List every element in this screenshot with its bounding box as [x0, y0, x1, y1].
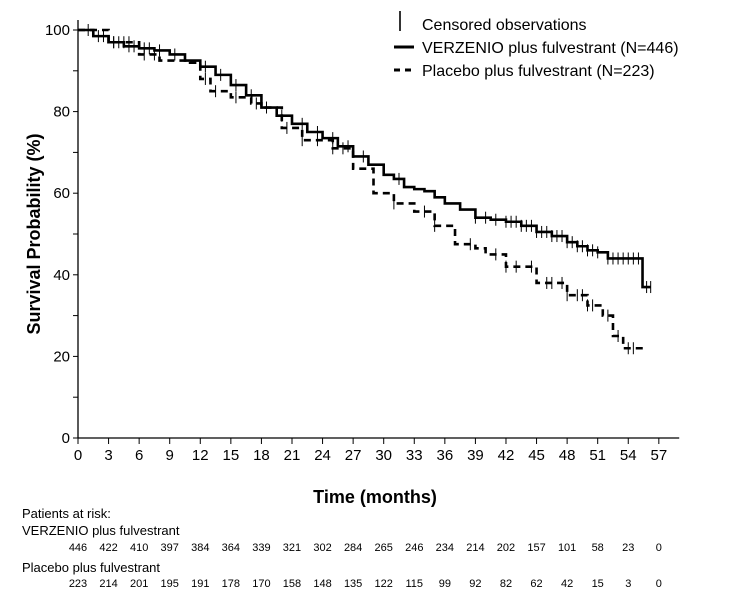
- at-risk-value: 223: [69, 578, 87, 590]
- at-risk-value: 82: [500, 578, 512, 590]
- at-risk-value: 158: [283, 578, 301, 590]
- legend-placebo-label: Placebo plus fulvestrant (N=223): [422, 63, 655, 80]
- at-risk-value: 99: [439, 578, 451, 590]
- at-risk-value: 364: [222, 542, 240, 554]
- at-risk-value: 214: [466, 542, 484, 554]
- at-risk-value: 265: [375, 542, 393, 554]
- y-tick-label: 0: [62, 430, 70, 447]
- at-risk-value: 148: [313, 578, 331, 590]
- at-risk-value: 0: [656, 542, 662, 554]
- x-tick-label: 12: [192, 447, 209, 464]
- y-tick-label: 60: [53, 185, 70, 202]
- at-risk-value: 191: [191, 578, 209, 590]
- at-risk-value: 170: [252, 578, 270, 590]
- y-tick-label: 20: [53, 348, 70, 365]
- y-tick-label: 40: [53, 267, 70, 284]
- x-tick-label: 3: [104, 447, 112, 464]
- x-tick-label: 30: [375, 447, 392, 464]
- at-risk-value: 58: [592, 542, 604, 554]
- placebo-curve: [78, 28, 644, 350]
- at-risk-value: 62: [530, 578, 542, 590]
- x-tick-label: 48: [559, 447, 576, 464]
- at-risk-table: 446 422 410 397 384 364 339 321 302 284 265 246 234 2…: [69, 542, 662, 590]
- at-risk-value: 135: [344, 578, 362, 590]
- at-risk-value: 384: [191, 542, 209, 554]
- curves: [78, 24, 652, 355]
- at-risk-value: 321: [283, 542, 301, 554]
- at-risk-value: 15: [592, 578, 604, 590]
- at-risk-value: 284: [344, 542, 362, 554]
- at-risk-value: 195: [161, 578, 179, 590]
- x-tick-label: 15: [223, 447, 240, 464]
- legend-verzenio-label: VERZENIO plus fulvestrant (N=446): [422, 40, 679, 57]
- x-tick-label: 57: [650, 447, 667, 464]
- at-risk-value: 3: [625, 578, 631, 590]
- x-tick-label: 42: [498, 447, 515, 464]
- at-risk-value: 92: [469, 578, 481, 590]
- at-risk-value: 422: [99, 542, 117, 554]
- x-tick-label: 54: [620, 447, 637, 464]
- x-tick-label: 39: [467, 447, 484, 464]
- at-risk-value: 302: [313, 542, 331, 554]
- at-risk-value: 115: [405, 578, 423, 590]
- at-risk-value: 101: [558, 542, 576, 554]
- x-tick-label: 24: [314, 447, 331, 464]
- x-axis-title: Time (months): [313, 487, 437, 507]
- at-risk-value: 201: [130, 578, 148, 590]
- at-risk-value: 122: [375, 578, 393, 590]
- at-risk-value: 178: [222, 578, 240, 590]
- x-tick-label: 27: [345, 447, 362, 464]
- y-axis-title: Survival Probability (%): [24, 133, 44, 334]
- legend: Censored observations VERZENIO plus fulv…: [394, 11, 679, 80]
- at-risk-value: 23: [622, 542, 634, 554]
- legend-censored-label: Censored observations: [422, 17, 587, 34]
- at-risk-value: 339: [252, 542, 270, 554]
- y-tick-label: 80: [53, 104, 70, 121]
- x-tick-label: 18: [253, 447, 270, 464]
- at-risk-value: 214: [99, 578, 117, 590]
- at-risk-value: 42: [561, 578, 573, 590]
- axes: 0 3 6 9 12 15 18 21 24 27 30 33 36 39 42 45 48 51 54 570204…: [45, 20, 680, 464]
- at-risk-value: 234: [436, 542, 454, 554]
- at-risk-value: 446: [69, 542, 87, 554]
- at-risk-value: 202: [497, 542, 515, 554]
- x-tick-label: 51: [589, 447, 606, 464]
- at-risk-value: 246: [405, 542, 423, 554]
- at-risk-value: 157: [527, 542, 545, 554]
- at-risk-title: Patients at risk:: [22, 506, 111, 521]
- y-tick-label: 100: [45, 22, 70, 39]
- at-risk-value: 397: [161, 542, 179, 554]
- x-tick-label: 45: [528, 447, 545, 464]
- at-risk-value: 0: [656, 578, 662, 590]
- at-risk-value: 410: [130, 542, 148, 554]
- x-tick-label: 36: [436, 447, 453, 464]
- x-tick-label: 21: [284, 447, 301, 464]
- at-risk-verzenio-label: VERZENIO plus fulvestrant: [22, 523, 180, 538]
- x-tick-label: 33: [406, 447, 423, 464]
- x-tick-label: 9: [166, 447, 174, 464]
- at-risk-placebo-label: Placebo plus fulvestrant: [22, 560, 160, 575]
- x-tick-label: 6: [135, 447, 143, 464]
- x-tick-label: 0: [74, 447, 82, 464]
